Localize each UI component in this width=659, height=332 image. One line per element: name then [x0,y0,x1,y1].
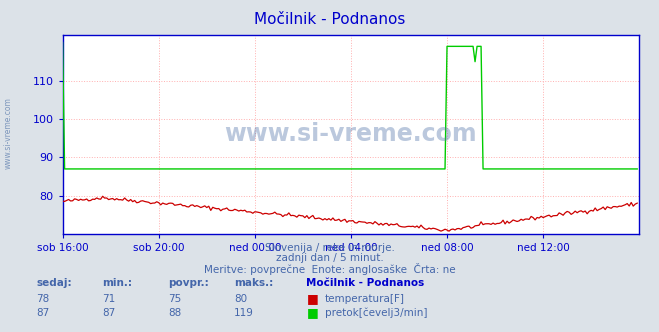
Text: ■: ■ [306,292,318,305]
Text: 119: 119 [234,308,254,318]
Text: Slovenija / reke in morje.: Slovenija / reke in morje. [264,243,395,253]
Text: Meritve: povprečne  Enote: anglosaške  Črta: ne: Meritve: povprečne Enote: anglosaške Črt… [204,263,455,275]
Text: maks.:: maks.: [234,278,273,288]
Text: 75: 75 [168,294,181,304]
Text: 87: 87 [36,308,49,318]
Text: 78: 78 [36,294,49,304]
Text: Močilnik - Podnanos: Močilnik - Podnanos [254,12,405,27]
Text: sedaj:: sedaj: [36,278,72,288]
Text: 87: 87 [102,308,115,318]
Text: www.si-vreme.com: www.si-vreme.com [225,123,477,146]
Text: min.:: min.: [102,278,132,288]
Text: 71: 71 [102,294,115,304]
Text: 80: 80 [234,294,247,304]
Text: ■: ■ [306,306,318,319]
Text: zadnji dan / 5 minut.: zadnji dan / 5 minut. [275,253,384,263]
Text: pretok[čevelj3/min]: pretok[čevelj3/min] [325,307,428,318]
Text: povpr.:: povpr.: [168,278,209,288]
Text: temperatura[F]: temperatura[F] [325,294,405,304]
Text: Močilnik - Podnanos: Močilnik - Podnanos [306,278,424,288]
Text: 88: 88 [168,308,181,318]
Text: www.si-vreme.com: www.si-vreme.com [4,97,13,169]
